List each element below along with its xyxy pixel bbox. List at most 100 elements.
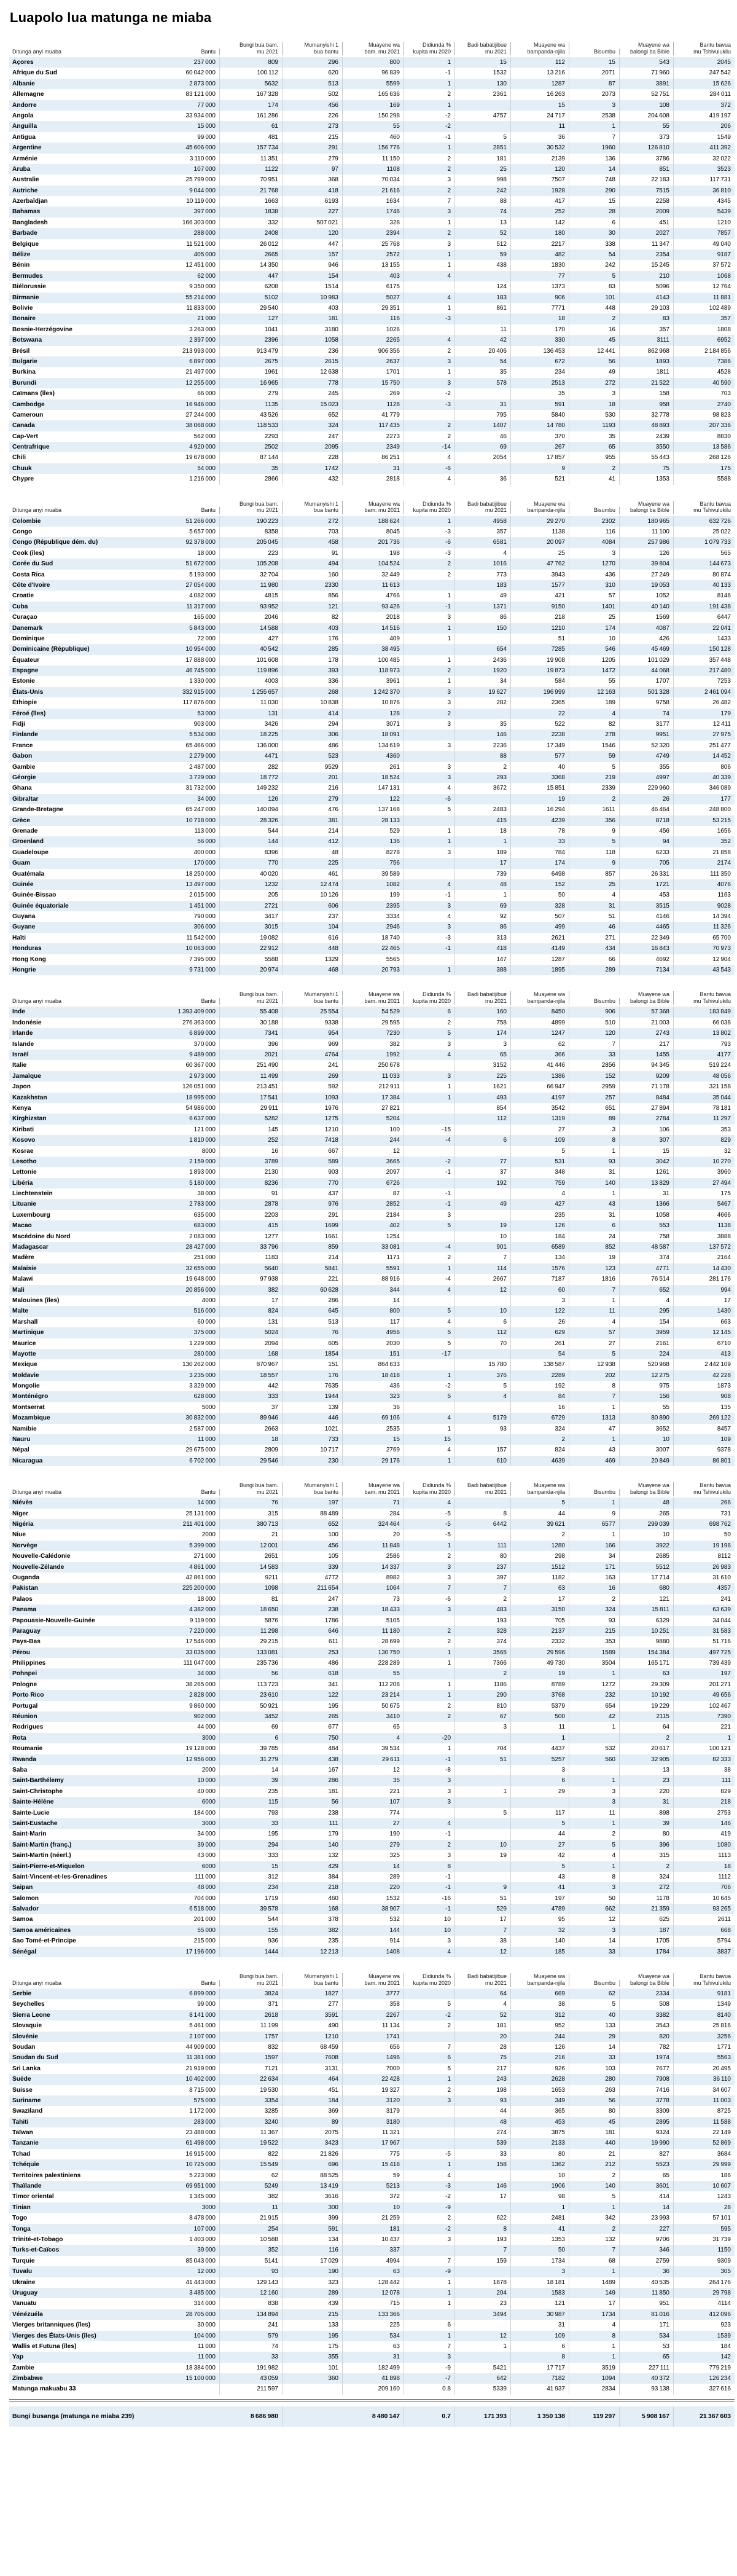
value-cell: 1757 (220, 2031, 283, 2042)
value-cell: 5102 (220, 292, 283, 303)
value-cell: 18 524 (343, 772, 404, 783)
value-cell: 16 (569, 1583, 620, 1594)
value-cell: 9 731 000 (147, 965, 220, 976)
table-row: Turks-et-Caïcos 39 000 352 116 337 7 50 7 346 115… (9, 2245, 735, 2256)
value-cell: 280 (569, 2074, 620, 2085)
value-cell: 137 168 (343, 804, 404, 815)
value-cell: 994 (720, 1286, 731, 1294)
value-cell: 4 920 000 (147, 442, 220, 453)
value-cell: 544 (220, 1914, 283, 1925)
value-cell: 83 (620, 313, 674, 324)
value-cell: 2 (404, 89, 455, 100)
value-cell: 136 (343, 836, 404, 847)
column-header: Bisumbu (569, 1488, 620, 1496)
value-cell: 1734 (511, 2255, 569, 2267)
country-name: Irlande (12, 1030, 33, 1037)
value-cell (455, 463, 511, 474)
value-cell: 5257 (511, 1754, 569, 1765)
value-cell: 170 000 (147, 858, 220, 869)
value-cell: 11 030 (220, 697, 283, 709)
country-name: Lituanie (12, 1201, 37, 1208)
value-cell: 11 347 (620, 238, 674, 250)
value-cell: 1 (404, 367, 455, 378)
country-name: Palaos (12, 1595, 33, 1603)
value-cell: 1 (404, 217, 455, 229)
value-cell: 8 (569, 1381, 620, 1392)
value-cell: 33 796 (220, 1242, 283, 1253)
value-cell: 382 (283, 1925, 343, 1936)
value-cell: 31 (620, 1188, 674, 1200)
value-cell: 25 816 (712, 2022, 731, 2030)
value-cell: 778 (283, 377, 343, 389)
value-cell: 5794 (717, 1938, 731, 1945)
value-cell: 3523 (717, 165, 731, 173)
table-row: Afrique du Sud 60 042 000 100 112 620 96 839… (9, 68, 735, 79)
value-cell: 1 (404, 1679, 455, 1690)
value-cell: 171 (569, 1561, 620, 1573)
value-cell: 324 (511, 1423, 569, 1435)
value-cell: 181 (455, 2020, 511, 2032)
value-cell: 442 (220, 1381, 283, 1392)
value-cell: 419 197 (709, 112, 731, 119)
value-cell: 5632 (220, 78, 283, 90)
value-cell: 2236 (455, 740, 511, 752)
value-cell: 9529 (283, 761, 343, 772)
table-row: Kazakhstan 18 995 000 17 541 1093 17 384 1 493… (9, 1092, 735, 1103)
value-cell: 460 (343, 132, 404, 143)
value-cell: 10 (455, 1839, 511, 1851)
value-cell: 101 608 (220, 654, 283, 666)
value-cell: 6498 (511, 868, 569, 879)
value-cell: 7187 (511, 1274, 569, 1285)
value-cell: 852 (569, 1242, 620, 1253)
value-cell: 333 (220, 1850, 283, 1861)
value-cell: 18 650 (220, 1604, 283, 1616)
value-cell: 8 (455, 2223, 511, 2234)
value-cell: 5 (404, 1999, 455, 2010)
value-cell: 88 (455, 196, 511, 207)
country-name: Saint-Eustache (12, 1820, 58, 1827)
value-cell: 48 (283, 847, 343, 858)
value-cell: 8 478 000 (147, 2213, 220, 2224)
value-cell: 6 (404, 1007, 455, 1018)
value-cell: 18 995 000 (147, 1092, 220, 1103)
value-cell: 5599 (343, 78, 404, 90)
value-cell: 66 (569, 954, 620, 965)
value-cell: 11 180 (343, 1625, 404, 1637)
country-name: Guadeloupe (12, 849, 49, 856)
value-cell: 589 (283, 1156, 343, 1168)
value-cell: 460 (283, 1893, 343, 1904)
value-cell: 2856 (569, 1060, 620, 1071)
value-cell: 1 330 000 (147, 676, 220, 687)
value-cell: 3 (404, 175, 455, 186)
value-cell: 5 (404, 1028, 455, 1039)
value-cell: 154 (283, 270, 343, 282)
value-cell: 17 384 (343, 1092, 404, 1103)
value-cell: 157 (283, 249, 343, 261)
value-cell: 3 (511, 1764, 569, 1776)
value-cell: 512 (455, 238, 511, 250)
value-cell: 54 000 (147, 463, 220, 474)
country-name: Argentine (12, 144, 42, 152)
value-cell: 501 328 (620, 686, 674, 698)
value-cell: 2675 (220, 356, 283, 367)
value-cell: 92 (455, 911, 511, 922)
value-cell: 1455 (620, 1049, 674, 1061)
country-name: Moldavie (12, 1372, 39, 1379)
value-cell: 40 (569, 2009, 620, 2021)
country-name: Porto Rico (12, 1692, 44, 1699)
value-cell: 235 (283, 1936, 343, 1947)
value-cell: 60 (511, 1284, 569, 1295)
table-row: Tinian 3000 11 300 10 -9 1 1 14 28 (9, 2202, 735, 2213)
table-row: France 65 466 000 136 000 486 134 619 3 2236 17… (9, 740, 735, 752)
value-cell: 4997 (620, 772, 674, 783)
value-cell: 1329 (283, 954, 343, 965)
value-cell: 14 350 (220, 260, 283, 271)
value-cell: 1496 (343, 2052, 404, 2064)
value-cell: 8725 (717, 2108, 731, 2115)
value-cell: 25 (455, 163, 511, 175)
value-cell: 175 (720, 465, 731, 472)
table-row: Guinée-Bissao 2 015 000 205 10 126 199 -1 1 50 4… (9, 890, 735, 901)
value-cell: 6 702 000 (147, 1455, 220, 1467)
value-cell: 73 (343, 1593, 404, 1605)
value-cell: -16 (404, 1893, 455, 1904)
